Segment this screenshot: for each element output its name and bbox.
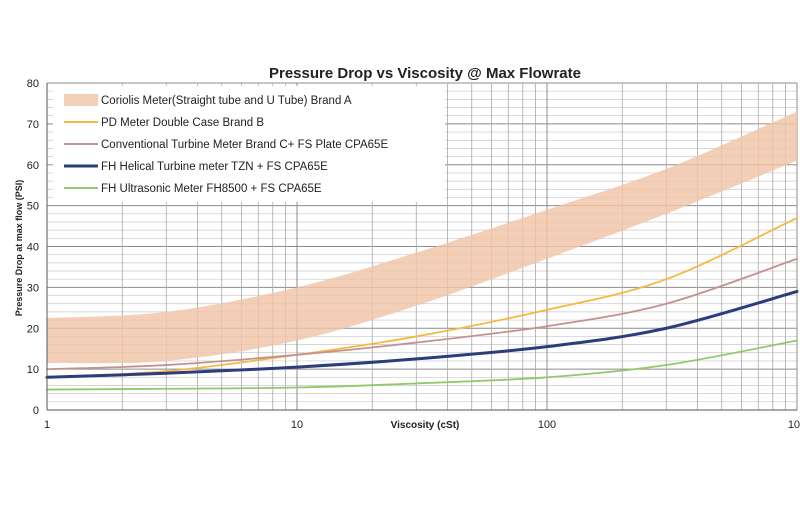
x-tick-label: 1 bbox=[44, 419, 50, 431]
series-line-3 bbox=[45, 289, 799, 379]
axis-layer bbox=[46, 83, 797, 411]
legend-box bbox=[53, 86, 445, 202]
x-tick-label: 10 bbox=[291, 419, 303, 431]
tick-label-layer: 0 10 20 30 40 50 60 70 80 1 10 100 100 bbox=[27, 78, 800, 431]
legend-label-1: PD Meter Double Case Brand B bbox=[101, 117, 264, 129]
y-tick-label: 10 bbox=[27, 364, 39, 376]
series-band-0 bbox=[47, 111, 797, 364]
band-layer bbox=[47, 111, 797, 364]
y-tick-label: 50 bbox=[27, 201, 39, 213]
legend-label-0: Coriolis Meter(Straight tube and U Tube)… bbox=[101, 95, 352, 107]
x-tick-label: 100 bbox=[788, 419, 800, 431]
y-tick-label: 80 bbox=[27, 78, 39, 90]
y-tick-label: 70 bbox=[27, 119, 39, 131]
x-tick-label: 100 bbox=[538, 419, 556, 431]
chart-title: Pressure Drop vs Viscosity @ Max Flowrat… bbox=[269, 65, 581, 82]
y-axis-label: Pressure Drop at max flow (PSI) bbox=[14, 180, 24, 317]
y-tick-label: 30 bbox=[27, 282, 39, 294]
y-tick-label: 40 bbox=[27, 242, 39, 254]
legend-label-3: FH Helical Turbine meter TZN + FS CPA65E bbox=[101, 161, 328, 173]
series-line-1 bbox=[46, 216, 798, 379]
line-layer bbox=[45, 216, 799, 391]
series-line-4 bbox=[46, 339, 798, 391]
legend: Coriolis Meter(Straight tube and U Tube)… bbox=[53, 86, 445, 202]
legend-swatch-0 bbox=[64, 94, 98, 106]
x-axis-label: Viscosity (cSt) bbox=[391, 420, 460, 431]
y-tick-label: 60 bbox=[27, 160, 39, 172]
legend-label-2: Conventional Turbine Meter Brand C+ FS P… bbox=[101, 139, 388, 151]
legend-label-4: FH Ultrasonic Meter FH8500 + FS CPA65E bbox=[101, 183, 322, 195]
y-tick-label: 0 bbox=[33, 405, 39, 417]
series-line-2 bbox=[46, 257, 798, 371]
y-tick-label: 20 bbox=[27, 323, 39, 335]
